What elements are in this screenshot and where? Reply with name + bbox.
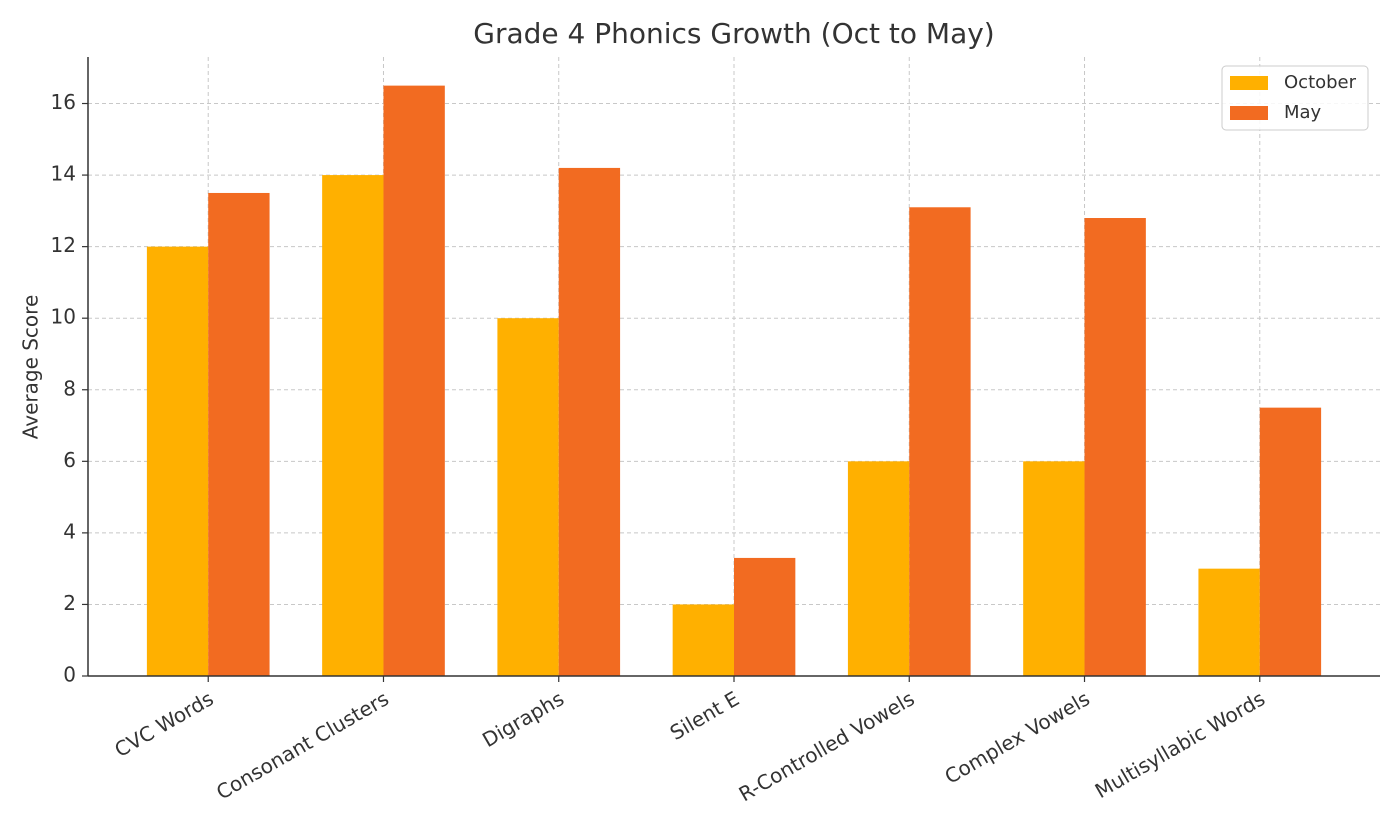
- y-tick-label: 0: [63, 663, 76, 687]
- bar: [322, 175, 384, 677]
- x-tick-label: Silent E: [666, 686, 743, 745]
- legend-label: May: [1284, 102, 1322, 123]
- legend-label: October: [1284, 72, 1357, 93]
- bar: [847, 461, 910, 676]
- y-tick-label: 16: [51, 90, 76, 114]
- x-tick-label: Complex Vowels: [941, 686, 1094, 788]
- legend: October May: [1221, 65, 1369, 131]
- y-tick-label: 14: [51, 162, 76, 186]
- chart-title: Grade 4 Phonics Growth (Oct to May): [473, 17, 994, 50]
- bar: [909, 207, 971, 676]
- x-tick-label: Consonant Clusters: [212, 686, 393, 804]
- bar: [146, 246, 209, 676]
- y-tick-label: 4: [63, 519, 76, 543]
- y-tick-label: 8: [63, 376, 76, 400]
- y-tick-label: 6: [63, 448, 76, 472]
- bar: [383, 85, 445, 677]
- bar: [208, 192, 270, 676]
- y-tick-label: 2: [63, 591, 76, 615]
- bar: [558, 167, 621, 677]
- bar: [497, 318, 559, 676]
- x-tick-label: Digraphs: [478, 686, 568, 752]
- bar: [1023, 461, 1085, 676]
- bar: [1198, 568, 1260, 676]
- bar: [1259, 407, 1322, 676]
- y-tick-label: 10: [51, 305, 76, 329]
- bar: [734, 557, 796, 676]
- legend-swatch: [1230, 106, 1268, 120]
- bar: [672, 604, 734, 676]
- y-tick-label: 12: [51, 233, 76, 257]
- x-tick-label: R-Controlled Vowels: [735, 686, 919, 806]
- x-tick-label: Multisyllabic Words: [1091, 686, 1269, 803]
- y-axis-label: Average Score: [19, 295, 43, 440]
- x-tick-label: CVC Words: [110, 686, 217, 762]
- bar: [1084, 218, 1146, 676]
- legend-swatch: [1230, 76, 1268, 90]
